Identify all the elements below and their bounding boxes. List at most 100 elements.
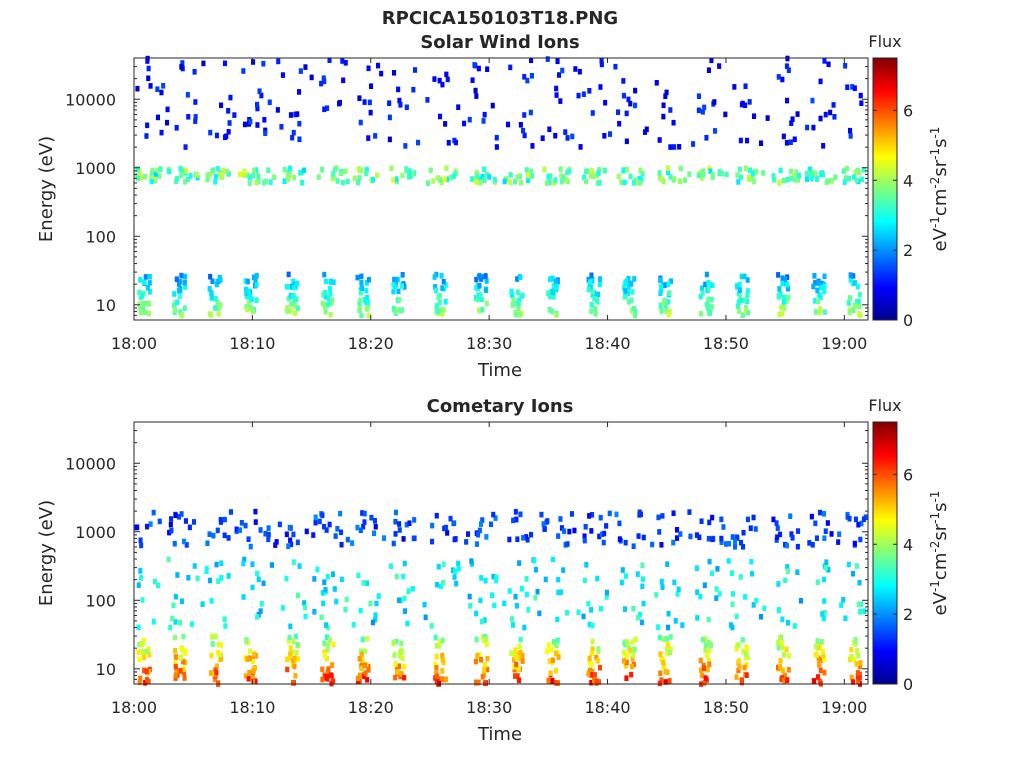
heatmap-cell xyxy=(428,167,433,174)
x-tick-label: 19:00 xyxy=(821,698,867,717)
heatmap-cell xyxy=(658,277,663,283)
heatmap-cell xyxy=(823,528,828,534)
heatmap-cell xyxy=(621,92,626,99)
heatmap-cell xyxy=(293,303,298,309)
heatmap-cell xyxy=(478,521,483,527)
heatmap-cell xyxy=(285,666,290,673)
heatmap-cell xyxy=(358,289,363,296)
heatmap-cell xyxy=(597,281,602,288)
heatmap-cell xyxy=(637,175,642,182)
heatmap-cell xyxy=(193,114,198,120)
heatmap-cell xyxy=(627,299,632,305)
heatmap-cell xyxy=(400,655,405,662)
heatmap-cell xyxy=(169,527,174,534)
heatmap-cell xyxy=(623,573,628,579)
heatmap-cell xyxy=(135,166,140,172)
heatmap-cell xyxy=(602,167,607,174)
heatmap-cell xyxy=(738,137,743,144)
heatmap-cell xyxy=(565,169,570,176)
heatmap-cell xyxy=(626,284,631,291)
heatmap-cell xyxy=(173,306,178,313)
heatmap-cell xyxy=(737,664,742,670)
heatmap-cell xyxy=(782,305,787,311)
x-axis-label: Time xyxy=(477,724,522,745)
heatmap-cell xyxy=(173,648,178,654)
heatmap-cell xyxy=(592,295,597,302)
heatmap-cell xyxy=(321,75,326,81)
heatmap-cell xyxy=(672,579,677,586)
heatmap-cell xyxy=(563,129,568,135)
heatmap-cell xyxy=(526,177,531,184)
heatmap-cell xyxy=(822,598,827,604)
heatmap-cell xyxy=(660,584,665,590)
heatmap-cell xyxy=(824,559,829,565)
heatmap-cell xyxy=(744,308,749,314)
heatmap-cell xyxy=(550,308,555,315)
heatmap-cell xyxy=(144,133,149,139)
heatmap-cell xyxy=(298,68,303,74)
heatmap-cell xyxy=(254,179,259,186)
heatmap-cell xyxy=(440,656,445,663)
heatmap-cell xyxy=(364,580,369,586)
heatmap-cell xyxy=(410,586,415,592)
heatmap-cell xyxy=(780,667,785,674)
heatmap-cell xyxy=(294,633,299,640)
heatmap-cell xyxy=(148,83,153,89)
heatmap-cell xyxy=(209,290,214,296)
heatmap-cell xyxy=(485,666,490,673)
heatmap-cell xyxy=(216,578,221,584)
heatmap-cell xyxy=(514,603,519,609)
heatmap-cell xyxy=(456,560,461,567)
heatmap-cell xyxy=(783,672,788,679)
heatmap-cell xyxy=(139,309,144,316)
heatmap-cell xyxy=(587,659,592,665)
heatmap-cell xyxy=(179,272,184,279)
heatmap-cell xyxy=(324,655,329,662)
heatmap-cell xyxy=(224,168,229,175)
heatmap-cell xyxy=(843,615,848,622)
heatmap-cell xyxy=(434,665,439,671)
heatmap-cell xyxy=(736,299,741,305)
heatmap-cell xyxy=(677,144,682,150)
heatmap-cell xyxy=(441,561,446,568)
heatmap-cell xyxy=(396,86,401,93)
heatmap-cell xyxy=(173,593,178,600)
heatmap-cell xyxy=(819,284,824,291)
heatmap-cell xyxy=(563,177,568,183)
heatmap-cell xyxy=(434,653,439,660)
heatmap-cell xyxy=(656,514,661,521)
heatmap-cell xyxy=(327,57,332,63)
y-ticks: 10 100 1000 10000 xyxy=(65,421,868,685)
heatmap-cell xyxy=(399,283,404,289)
heatmap-cell xyxy=(244,638,249,644)
heatmap-cell xyxy=(736,658,741,664)
heatmap-cell xyxy=(663,93,668,99)
heatmap-cell xyxy=(694,532,699,538)
heatmap-cell xyxy=(193,99,198,105)
heatmap-cell xyxy=(149,178,154,185)
heatmap-cell xyxy=(146,285,151,291)
heatmap-cell xyxy=(623,288,628,294)
heatmap-cell xyxy=(675,535,680,541)
heatmap-cell xyxy=(209,652,214,659)
heatmap-cell xyxy=(210,641,215,647)
heatmap-cell xyxy=(701,168,706,175)
heatmap-cell xyxy=(518,274,523,281)
heatmap-cell xyxy=(703,642,708,648)
heatmap-cell xyxy=(607,510,612,517)
heatmap-cell xyxy=(274,539,279,545)
heatmap-cell xyxy=(481,634,486,640)
heatmap-cell xyxy=(141,305,146,312)
heatmap-cell xyxy=(403,143,408,149)
heatmap-cell xyxy=(810,542,815,548)
heatmap-cell xyxy=(205,172,210,178)
heatmap-cell xyxy=(852,85,857,91)
heatmap-cell xyxy=(494,134,499,141)
heatmap-cell xyxy=(387,114,392,121)
heatmap-cell xyxy=(573,66,578,72)
heatmap-cell xyxy=(434,303,439,309)
heatmap-cell xyxy=(357,175,362,181)
heatmap-cell xyxy=(148,521,153,527)
heatmap-cell xyxy=(626,276,631,282)
heatmap-cell xyxy=(243,522,248,529)
